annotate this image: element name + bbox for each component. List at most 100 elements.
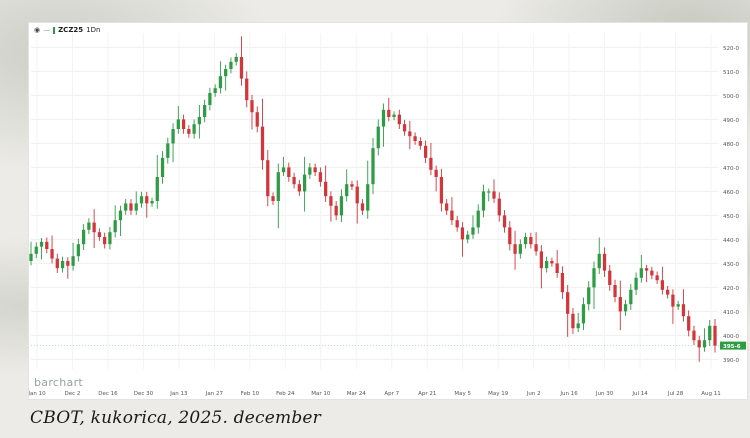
candle-body (629, 289, 633, 305)
barchart-logo: barchart (34, 376, 83, 389)
candle-body (360, 203, 365, 211)
legend-symbol: ZCZ25 (58, 26, 84, 34)
candle-body (329, 196, 333, 206)
candle-body (387, 109, 391, 117)
candle-body (324, 181, 328, 197)
candle-body (139, 196, 144, 204)
candle-body (392, 114, 396, 117)
candle-body (260, 126, 265, 161)
candle-body (287, 167, 291, 177)
candle-body (29, 253, 33, 261)
candle-body (92, 222, 96, 233)
candle-body (239, 57, 244, 79)
candle-body (150, 201, 154, 204)
candle-body (445, 203, 449, 211)
candle-body (166, 143, 170, 158)
candle-body (497, 198, 501, 216)
y-tick-label: 400-0 (723, 334, 739, 340)
y-tick-label: 460-0 (723, 190, 739, 196)
candle-body (634, 277, 638, 290)
candle-body (181, 119, 186, 129)
candle-body (129, 203, 133, 211)
candle-body (281, 167, 286, 173)
x-tick-label: Jun 16 (559, 391, 578, 397)
candle-body (266, 160, 270, 197)
x-tick-label: Dec 30 (134, 391, 154, 397)
figure-caption: CBOT, kukorica, 2025. december (30, 408, 321, 428)
y-tick-label: 470-0 (723, 166, 739, 172)
candle-body (708, 325, 712, 341)
x-tick-label: Aug 11 (701, 391, 721, 397)
candle-body (529, 237, 533, 245)
chart-legend: ◉ — ZCZ25 1Dn (34, 26, 100, 34)
candle-body (518, 244, 522, 254)
candle-body (192, 124, 196, 134)
candle-body (397, 114, 401, 125)
y-tick-label: 510-0 (723, 70, 739, 76)
candle-body (292, 177, 296, 185)
y-axis-ticks: 390-0 400-0 410-0 420-0 430-0 440-0 450-0 460-0… (723, 46, 739, 364)
y-tick-label: 490-0 (723, 118, 739, 124)
x-tick-label: Dec 2 (65, 391, 81, 397)
candle-body (87, 222, 91, 230)
candle-body (103, 237, 107, 245)
candles (29, 36, 717, 362)
candle-body (671, 294, 675, 307)
legend-marker: — (43, 26, 51, 34)
candle-body (197, 117, 202, 125)
candle-body (60, 261, 65, 269)
candle-body (313, 167, 317, 173)
candle-body (676, 304, 680, 307)
candle-body (45, 241, 49, 249)
candle-body (687, 316, 691, 331)
candle-body (97, 232, 102, 237)
y-tick-label: 430-0 (723, 262, 739, 268)
candle-body (513, 244, 517, 254)
candle-body (224, 69, 228, 77)
series-color-swatch (53, 26, 56, 34)
candle-body (592, 268, 596, 288)
candlestick-chart: 390-0 400-0 410-0 420-0 430-0 440-0 450-0 460-0… (29, 33, 746, 397)
candle-body (460, 227, 465, 240)
candle-body (271, 196, 275, 201)
candle-body (408, 131, 412, 137)
eye-icon[interactable]: ◉ (34, 26, 41, 34)
candle-body (371, 148, 375, 185)
candle-body (124, 203, 128, 211)
candle-body (345, 184, 349, 197)
candle-body (455, 220, 459, 228)
candle-body (508, 227, 512, 245)
candle-body (618, 297, 622, 312)
x-tick-label: Jan 13 (169, 391, 188, 397)
candle-body (644, 268, 649, 271)
candle-body (476, 210, 480, 228)
candle-body (434, 169, 438, 177)
candle-body (81, 229, 86, 245)
candle-body (334, 205, 338, 216)
candle-body (202, 105, 207, 117)
candle-body (471, 227, 475, 235)
y-tick-label: 520-0 (723, 46, 739, 52)
x-tick-label: Feb 10 (241, 391, 260, 397)
y-tick-label: 500-0 (723, 94, 739, 100)
candle-body (523, 237, 528, 245)
x-tick-label: Feb 24 (276, 391, 295, 397)
candle-body (450, 210, 454, 221)
candle-body (560, 273, 565, 293)
candle-body (487, 191, 491, 193)
candle-body (118, 210, 123, 221)
x-tick-label: Dec 16 (98, 391, 118, 397)
candle-body (71, 256, 75, 266)
chart-panel: 390-0 400-0 410-0 420-0 430-0 440-0 450-0 460-0… (28, 22, 748, 400)
candle-body (108, 232, 112, 245)
candle-body (55, 258, 59, 269)
x-tick-label: Jul 28 (667, 391, 684, 397)
x-tick-label: Jan 27 (205, 391, 224, 397)
candle-body (544, 261, 549, 269)
y-tick-label: 450-0 (723, 214, 739, 220)
candle-body (623, 304, 628, 312)
candle-body (655, 275, 659, 281)
candle-body (213, 88, 217, 93)
candle-body (418, 141, 422, 146)
candle-body (208, 93, 212, 105)
